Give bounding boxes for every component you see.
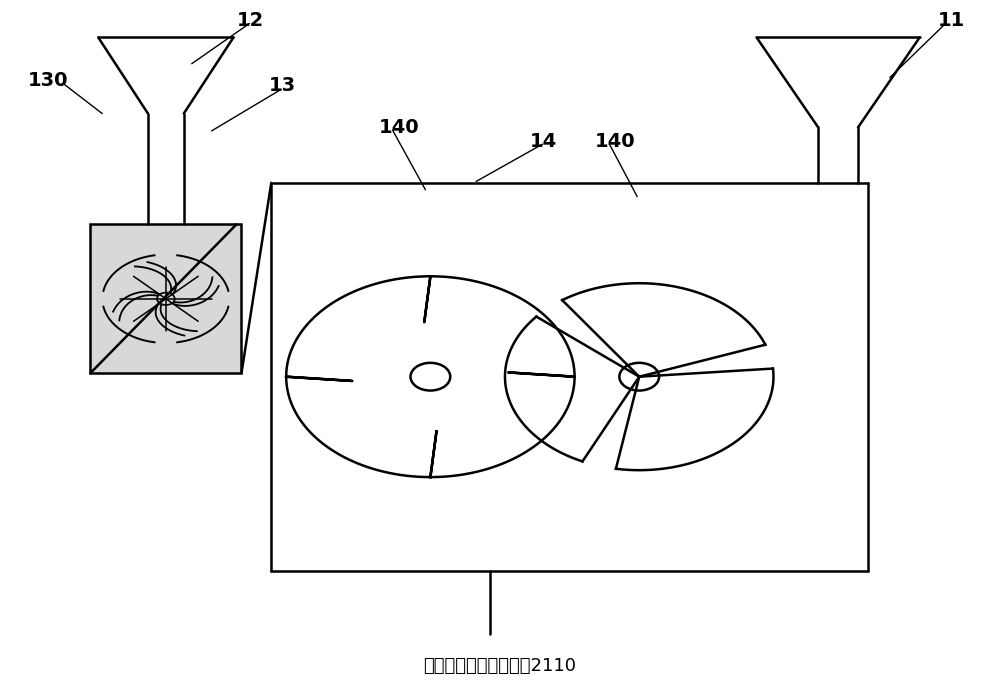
Text: 14: 14 xyxy=(530,132,557,151)
Text: 140: 140 xyxy=(379,118,419,137)
Text: 130: 130 xyxy=(28,70,68,90)
Text: 11: 11 xyxy=(938,10,965,29)
Text: 法兰密封连接于进料口2110: 法兰密封连接于进料口2110 xyxy=(424,657,576,675)
Text: 13: 13 xyxy=(269,76,296,96)
Bar xyxy=(90,224,241,373)
Text: 12: 12 xyxy=(236,10,264,29)
Text: 140: 140 xyxy=(594,132,635,151)
